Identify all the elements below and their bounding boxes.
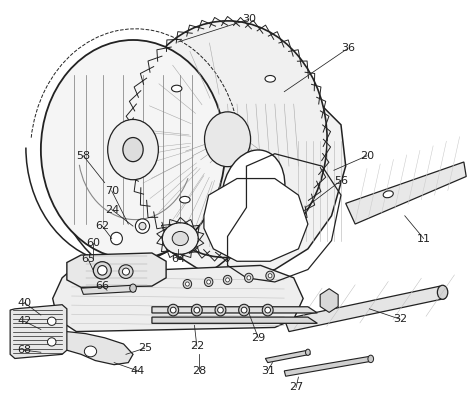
Polygon shape — [204, 178, 308, 261]
Polygon shape — [143, 75, 346, 278]
Ellipse shape — [204, 277, 213, 286]
Polygon shape — [67, 253, 166, 287]
Ellipse shape — [368, 355, 374, 363]
Ellipse shape — [222, 150, 285, 232]
Text: 65: 65 — [81, 254, 95, 264]
Ellipse shape — [110, 232, 122, 245]
Ellipse shape — [223, 275, 232, 284]
Ellipse shape — [93, 262, 111, 279]
Text: 40: 40 — [17, 298, 31, 308]
Ellipse shape — [383, 191, 393, 198]
Ellipse shape — [306, 349, 310, 355]
Ellipse shape — [215, 304, 226, 316]
Text: 62: 62 — [95, 221, 109, 231]
Ellipse shape — [119, 265, 133, 278]
Text: 64: 64 — [171, 254, 185, 264]
Ellipse shape — [139, 222, 146, 230]
Ellipse shape — [238, 304, 249, 316]
Text: 56: 56 — [334, 176, 348, 186]
Ellipse shape — [47, 317, 56, 325]
Ellipse shape — [41, 40, 225, 259]
Ellipse shape — [108, 120, 158, 180]
Ellipse shape — [245, 273, 253, 282]
Text: 11: 11 — [417, 234, 431, 244]
Ellipse shape — [218, 307, 223, 313]
Ellipse shape — [168, 304, 179, 316]
Text: 30: 30 — [242, 14, 256, 24]
Ellipse shape — [265, 307, 271, 313]
Ellipse shape — [266, 271, 274, 280]
Ellipse shape — [47, 338, 56, 346]
Text: 27: 27 — [289, 382, 303, 393]
Ellipse shape — [122, 268, 129, 275]
Polygon shape — [53, 332, 133, 365]
Ellipse shape — [183, 279, 191, 288]
Polygon shape — [346, 162, 466, 224]
Text: 36: 36 — [341, 43, 355, 53]
Ellipse shape — [185, 282, 189, 286]
Polygon shape — [265, 350, 310, 363]
Ellipse shape — [194, 307, 200, 313]
Ellipse shape — [247, 276, 251, 280]
Text: 29: 29 — [251, 333, 265, 343]
Ellipse shape — [438, 285, 448, 299]
Polygon shape — [284, 356, 371, 376]
Polygon shape — [81, 285, 136, 294]
Text: 58: 58 — [76, 151, 91, 161]
Ellipse shape — [130, 284, 137, 292]
Text: 25: 25 — [138, 343, 152, 353]
Ellipse shape — [269, 192, 280, 198]
Polygon shape — [152, 317, 318, 323]
Polygon shape — [284, 286, 445, 332]
Text: 28: 28 — [192, 366, 206, 376]
Text: 20: 20 — [360, 151, 374, 161]
Ellipse shape — [204, 112, 251, 167]
Text: 66: 66 — [95, 281, 109, 291]
Circle shape — [172, 232, 188, 246]
Polygon shape — [53, 266, 303, 332]
Ellipse shape — [123, 137, 143, 162]
Ellipse shape — [207, 280, 210, 284]
Ellipse shape — [226, 278, 229, 282]
Ellipse shape — [128, 21, 327, 258]
Circle shape — [162, 223, 198, 254]
Text: 32: 32 — [393, 314, 407, 324]
Text: 68: 68 — [17, 345, 31, 355]
Text: 31: 31 — [261, 366, 275, 376]
Text: 60: 60 — [86, 238, 100, 248]
Text: 24: 24 — [105, 205, 119, 215]
Text: 22: 22 — [190, 341, 204, 351]
Circle shape — [84, 346, 97, 357]
Ellipse shape — [98, 266, 107, 275]
Polygon shape — [10, 305, 67, 359]
Ellipse shape — [262, 304, 273, 316]
Ellipse shape — [241, 307, 247, 313]
Ellipse shape — [268, 273, 272, 278]
Polygon shape — [320, 289, 338, 312]
Polygon shape — [152, 307, 318, 313]
Ellipse shape — [191, 304, 202, 316]
Text: 42: 42 — [17, 316, 31, 326]
Text: 44: 44 — [131, 366, 145, 376]
Ellipse shape — [172, 85, 182, 92]
Text: 70: 70 — [105, 186, 119, 196]
Ellipse shape — [136, 219, 150, 233]
Ellipse shape — [180, 196, 190, 203]
Ellipse shape — [265, 76, 275, 82]
Ellipse shape — [170, 307, 176, 313]
